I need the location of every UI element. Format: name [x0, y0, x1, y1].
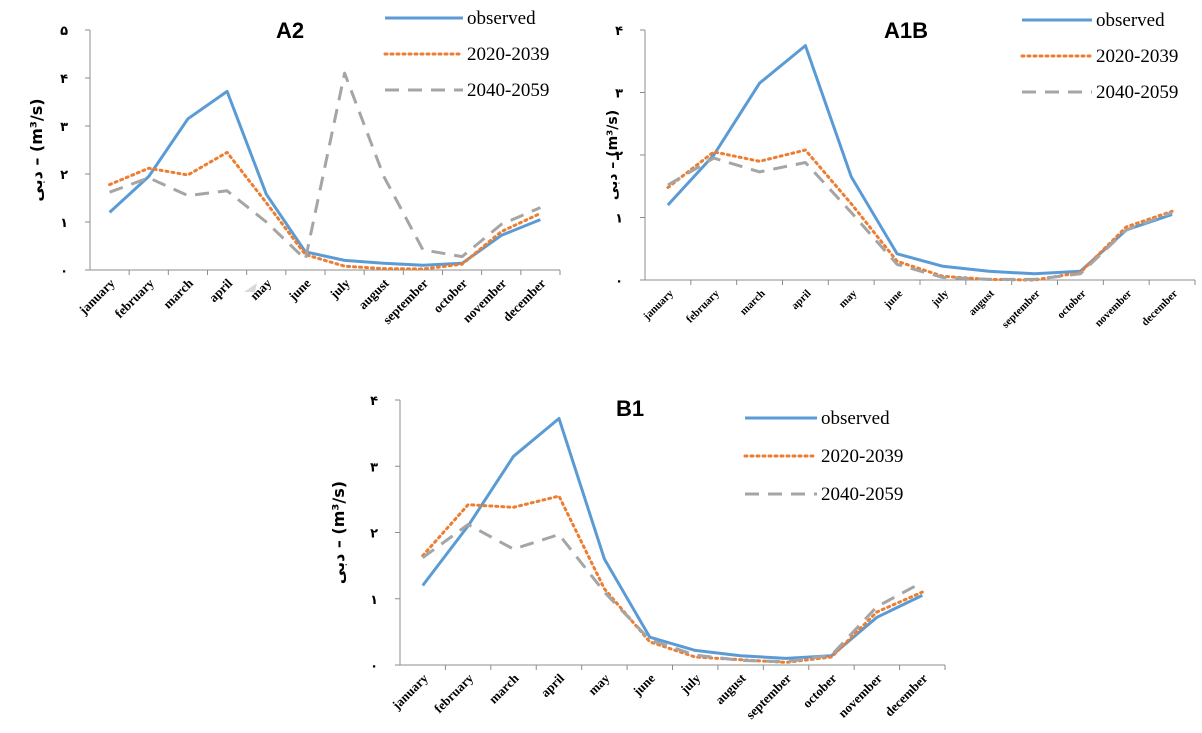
x-tick-label: april — [206, 275, 236, 305]
y-tick-label: ۲ — [60, 168, 68, 183]
y-axis-label: دبی – (m³/s) — [27, 98, 46, 201]
legend-label: observed — [821, 408, 890, 429]
x-tick-label: may — [837, 287, 860, 310]
y-tick-label: ۴ — [615, 24, 623, 39]
series-line-2040-2059 — [109, 71, 541, 261]
legend-label: 2020-2039 — [1096, 46, 1178, 67]
y-axis-label: دبی – (m³/s) — [605, 110, 621, 200]
legend-label: 2020-2039 — [467, 44, 549, 65]
x-tick-label: january — [388, 670, 431, 713]
legend: observed 2020-2039 2040-2059 — [1020, 10, 1178, 103]
x-tick-label: december — [500, 275, 549, 324]
y-axis-label: دبی – (m³/s) — [329, 481, 348, 584]
legend: observed 2020-2039 2040-2059 — [383, 8, 549, 101]
legend-label: 2040-2059 — [1096, 82, 1178, 103]
x-tick-label: june — [629, 670, 658, 699]
x-tick-label: july — [929, 287, 952, 310]
chart-title: A1B — [884, 18, 928, 43]
x-tick-label: october — [799, 670, 839, 710]
legend: observed 2020-2039 2040-2059 — [743, 408, 903, 505]
y-tick-label: ۰ — [615, 274, 623, 289]
series-line-observed — [108, 89, 541, 267]
legend-label: 2020-2039 — [821, 446, 903, 467]
x-tick-label: june — [285, 275, 314, 304]
chart-title: A2 — [276, 18, 304, 43]
x-tick-label: august — [712, 670, 749, 707]
y-tick-label: ۳ — [60, 120, 68, 135]
x-tick-label: april — [789, 288, 813, 312]
x-tick-label: july — [677, 670, 704, 697]
chart-panel-A1B: ۰ ۱ ۲ ۳ ۴ january february march april may june jul… — [605, 10, 1196, 331]
y-tick-label: ۱ — [60, 216, 68, 231]
x-tick-label: october — [1055, 288, 1089, 322]
x-tick-label: december — [1139, 288, 1180, 329]
x-tick-label: february — [684, 287, 722, 325]
y-tick-label: ۴ — [370, 394, 378, 409]
x-tick-label: july — [326, 275, 353, 302]
y-tick-label: ۰ — [60, 264, 68, 279]
chart-title: B1 — [616, 396, 644, 421]
x-tick-label: september — [743, 670, 795, 722]
x-tick-label: august — [355, 275, 392, 312]
x-tick-label: may — [247, 275, 275, 303]
y-tick-label: ۲ — [370, 527, 378, 542]
y-tick-label: ۳ — [615, 87, 623, 102]
series-line-2020-2039 — [421, 494, 924, 664]
x-tick-label: september — [1000, 288, 1043, 331]
y-tick-label: ۳ — [370, 460, 378, 475]
y-tick-label: ۲ — [615, 149, 623, 164]
x-tick-label: january — [640, 287, 676, 323]
series-line-2040-2059 — [667, 156, 1173, 281]
series-line-observed — [666, 44, 1173, 276]
x-tick-label: march — [738, 288, 768, 318]
x-tick-label: april — [538, 670, 568, 700]
x-tick-label: march — [160, 275, 197, 312]
decorative-artifact — [244, 283, 257, 292]
legend-label: observed — [1096, 10, 1165, 31]
y-tick-label: ۱ — [615, 212, 623, 227]
x-tick-label: may — [585, 670, 613, 698]
series-line-2020-2039 — [666, 148, 1174, 282]
x-tick-label: november — [1093, 288, 1135, 330]
y-tick-label: ۵ — [60, 24, 68, 39]
x-tick-label: march — [486, 670, 523, 707]
x-tick-label: november — [835, 670, 885, 720]
x-tick-label: december — [882, 670, 931, 719]
legend-label: 2040-2059 — [821, 484, 903, 505]
legend-label: observed — [467, 8, 536, 29]
x-tick-label: february — [431, 670, 477, 716]
x-tick-label: february — [112, 275, 158, 321]
x-tick-label: june — [881, 288, 905, 312]
y-tick-label: ۱ — [370, 593, 378, 608]
series-line-2020-2039 — [108, 150, 542, 271]
series-line-2040-2059 — [421, 523, 924, 664]
y-tick-label: ۰ — [370, 659, 378, 674]
x-tick-label: august — [966, 287, 997, 318]
chart-panel-B1: ۰ ۱ ۲ ۳ ۴ january february march april may june jul… — [329, 394, 946, 722]
legend-label: 2040-2059 — [467, 80, 549, 101]
y-tick-label: ۴ — [60, 72, 68, 87]
